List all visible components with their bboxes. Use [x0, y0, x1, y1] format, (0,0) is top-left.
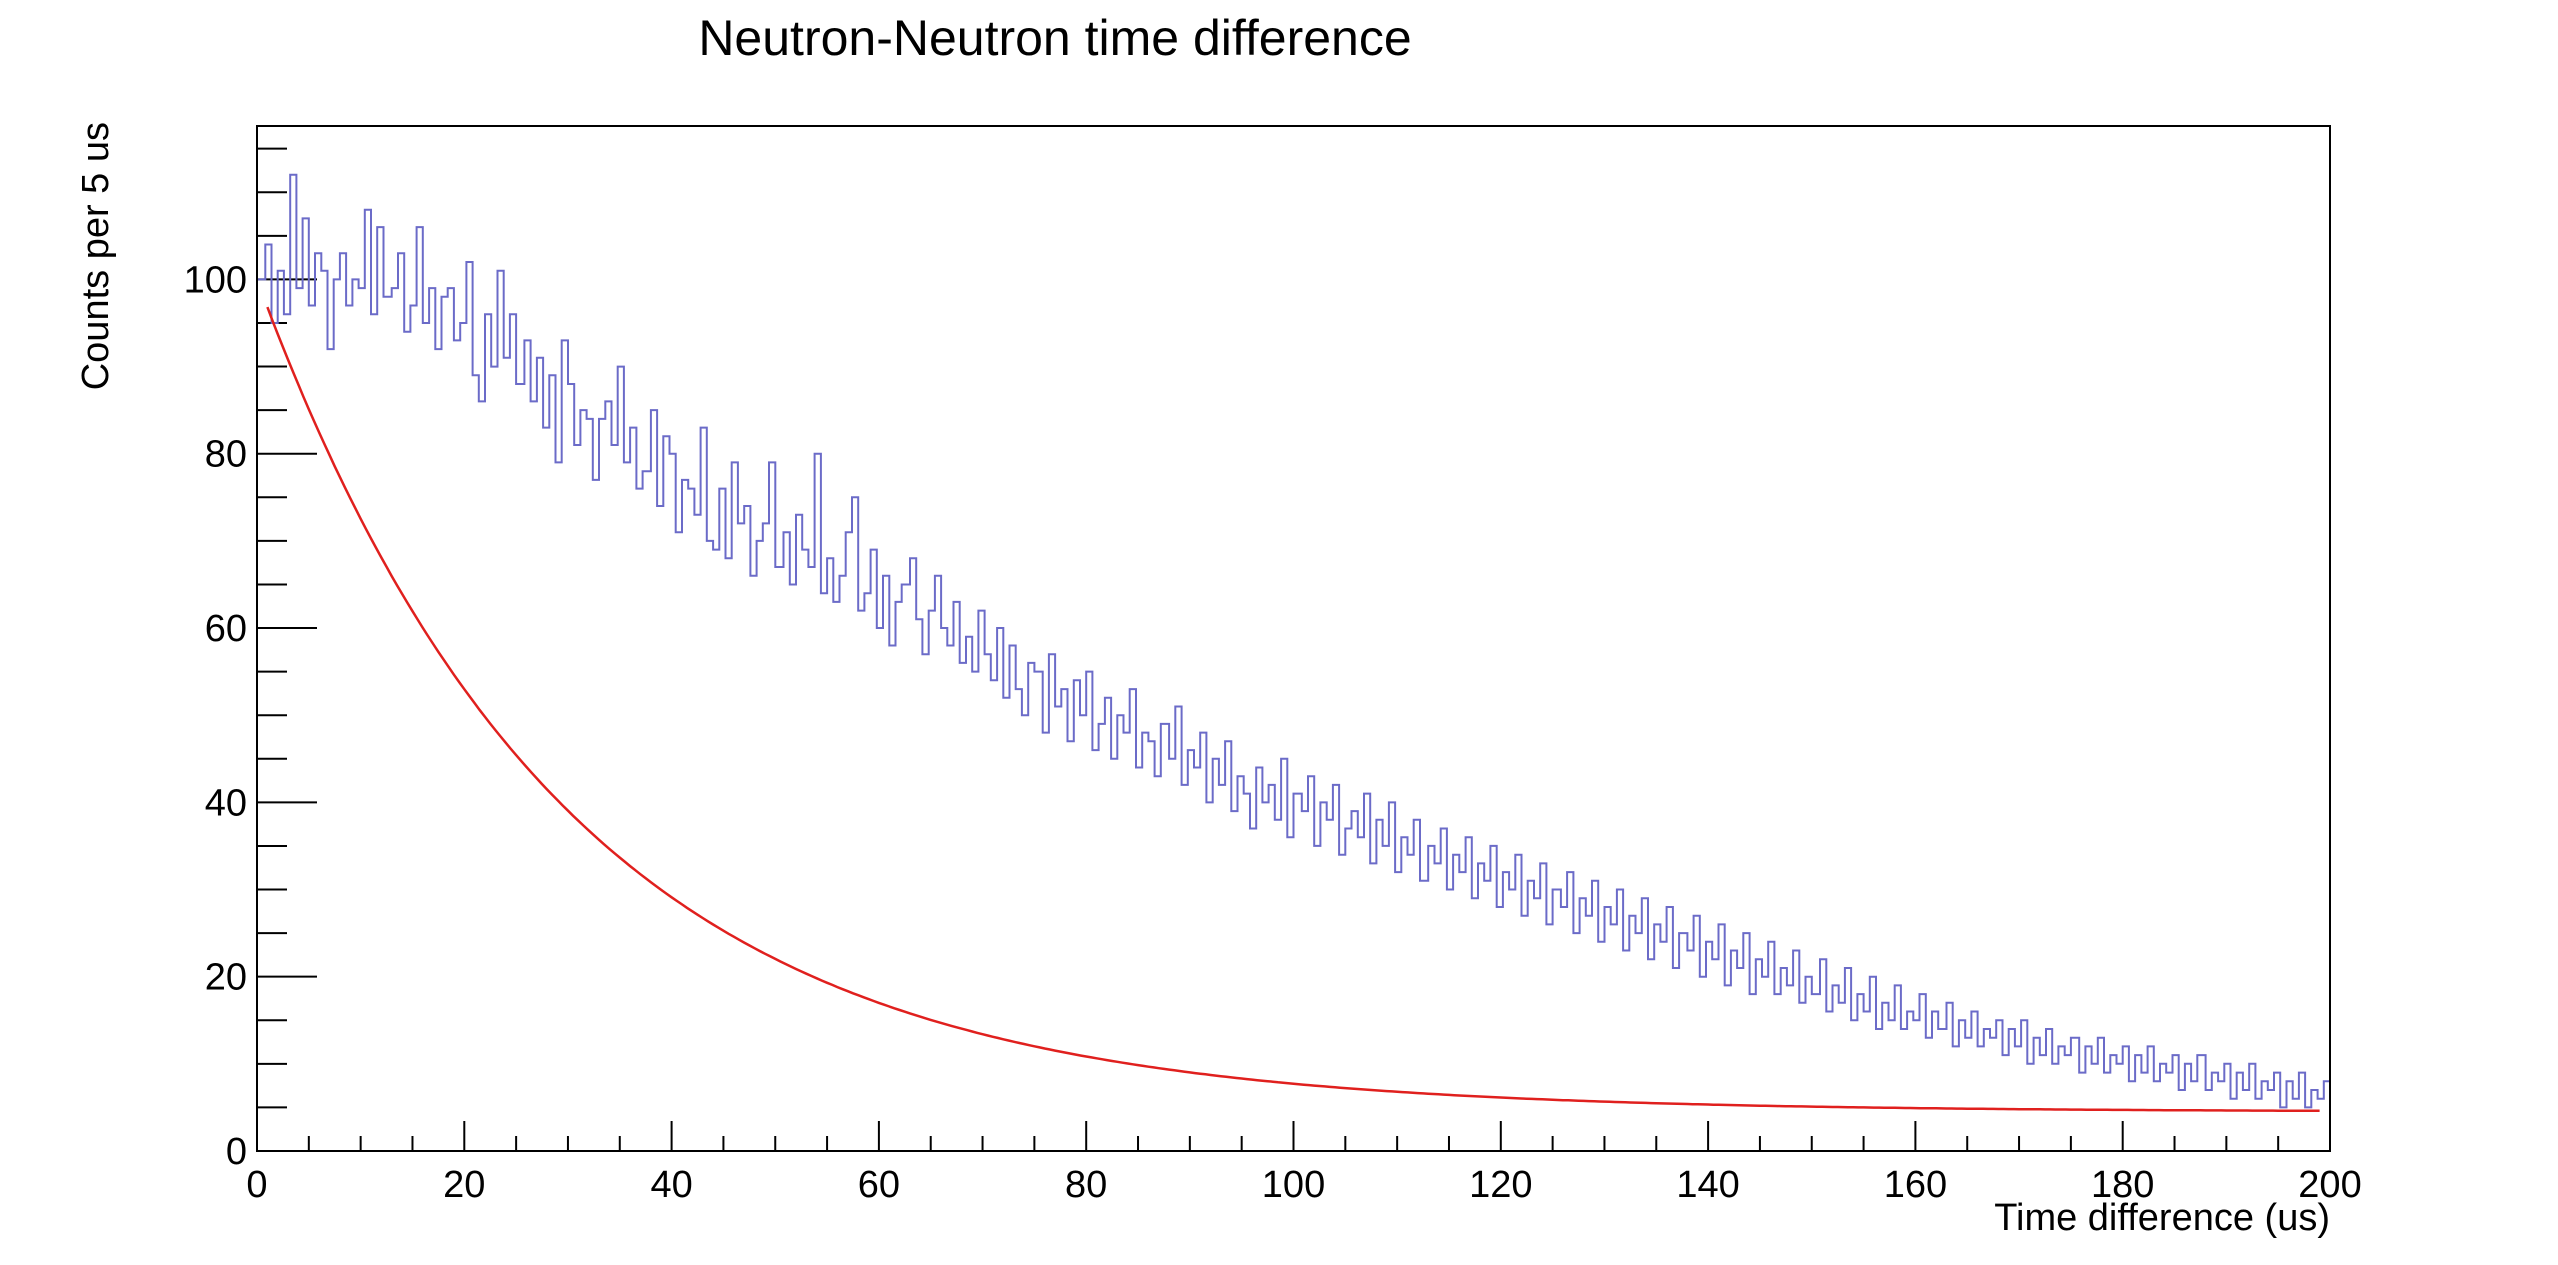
histogram-series — [257, 173, 2330, 1109]
plot-frame — [256, 125, 2331, 1152]
x-tick-label: 20 — [443, 1164, 485, 1206]
y-axis-title: Counts per 5 us — [75, 122, 117, 390]
y-tick-label: 20 — [205, 957, 247, 999]
x-tick-label: 80 — [1065, 1164, 1107, 1206]
x-tick-label: 100 — [1262, 1164, 1325, 1206]
y-tick-label: 0 — [226, 1131, 247, 1173]
x-tick-label: 180 — [2091, 1164, 2154, 1206]
x-tick-label: 200 — [2298, 1164, 2361, 1206]
histogram-line — [257, 173, 2330, 1109]
x-axis-title: Time difference (us) — [1994, 1197, 2330, 1239]
y-tick-label: 100 — [184, 259, 247, 301]
y-tick-label: 80 — [205, 434, 247, 476]
fit-curve-series — [266, 306, 2320, 1113]
x-tick-label: 160 — [1884, 1164, 1947, 1206]
x-tick-label: 140 — [1676, 1164, 1739, 1206]
x-tick-label: 120 — [1469, 1164, 1532, 1206]
y-tick-label: 40 — [205, 782, 247, 824]
y-tick-label: 60 — [205, 608, 247, 650]
chart-title: Neutron-Neutron time difference — [698, 10, 1411, 66]
x-tick-label: 40 — [650, 1164, 692, 1206]
x-tick-label: 60 — [858, 1164, 900, 1206]
x-tick-label: 0 — [246, 1164, 267, 1206]
fit-curve — [266, 306, 2320, 1113]
axis-ticks: 0 20 40 60 80 100 120 140 160 180 200 0 20 40 60 80 100 — [184, 147, 2362, 1206]
